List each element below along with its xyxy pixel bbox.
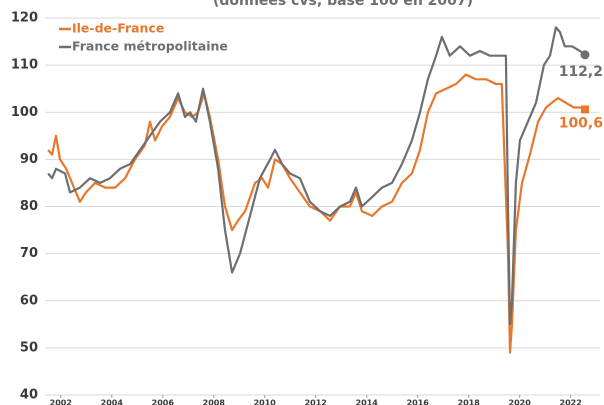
end-marker [580, 105, 589, 114]
y-tick-label: 40 [20, 388, 38, 403]
y-tick-label: 80 [20, 199, 38, 214]
y-tick-label: 90 [20, 152, 38, 167]
x-tick-label: 2006 [152, 399, 175, 405]
x-tick-label: 2022 [560, 399, 582, 405]
legend-label: Ile-de-France [72, 21, 164, 36]
y-tick-label: 100 [11, 105, 38, 120]
end-marker [580, 50, 590, 60]
end-label: 112,2 [559, 64, 603, 80]
y-tick-label: 120 [11, 11, 38, 26]
legend-label: France métropolitaine [72, 39, 228, 54]
x-tick-label: 2002 [50, 399, 72, 405]
series-line [47, 26, 586, 326]
y-tick-label: 50 [20, 340, 38, 355]
y-tick-label: 70 [20, 246, 38, 261]
x-tick-label: 2018 [458, 399, 481, 405]
x-tick-label: 2010 [254, 399, 277, 405]
chart-title: (données cvs, base 100 en 2007) [213, 0, 473, 9]
end-label: 100,6 [559, 115, 603, 131]
x-tick-label: 2016 [407, 399, 430, 405]
x-tick-label: 2012 [305, 399, 327, 405]
x-tick-label: 2014 [356, 399, 379, 405]
x-tick-label: 2004 [101, 399, 124, 405]
y-tick-label: 60 [20, 293, 38, 308]
series-line [47, 73, 586, 354]
y-tick-label: 110 [11, 58, 38, 73]
x-tick-label: 2008 [203, 399, 226, 405]
x-tick-label: 2020 [509, 399, 532, 405]
